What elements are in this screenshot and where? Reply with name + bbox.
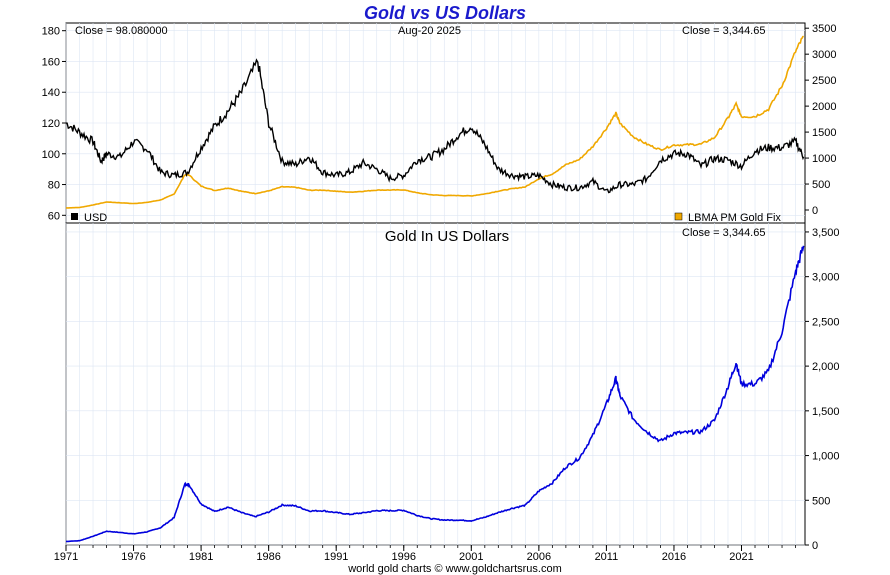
left-close-label: Close = 98.080000 — [75, 25, 168, 37]
bottom-grid — [65, 223, 805, 546]
x-axis: 1971 1976 1981 1986 1991 1996 2001 2006 2011 2016… — [54, 545, 796, 563]
x-tick-label: 2021 — [729, 551, 753, 563]
bottom-right-tick-label: 3,000 — [812, 272, 840, 284]
top-right-axis: 0 500 1000 1500 2000 2500 3000 3500 — [805, 23, 836, 217]
left-tick-label: 140 — [42, 87, 60, 99]
gold-usd-series-line — [66, 245, 805, 543]
left-tick-label: 60 — [48, 210, 60, 222]
left-tick-label: 180 — [42, 26, 60, 38]
right-tick-label: 1000 — [812, 153, 836, 165]
x-tick-label: 1976 — [121, 551, 145, 563]
bottom-right-tick-label: 2,000 — [812, 361, 840, 373]
x-tick-label: 1981 — [189, 551, 213, 563]
x-tick-label: 1991 — [324, 551, 348, 563]
top-left-axis: 60 80 100 120 140 160 180 — [42, 26, 66, 222]
x-tick-label: 2011 — [595, 551, 619, 563]
bottom-right-tick-label: 0 — [812, 540, 818, 552]
x-tick-label: 1971 — [54, 551, 78, 563]
gold-series-line — [66, 35, 805, 209]
right-tick-label: 0 — [812, 205, 818, 217]
top-panel: 60 80 100 120 140 160 180 0 500 1000 1500 2000 2500… — [42, 22, 836, 224]
x-tick-label: 1986 — [256, 551, 280, 563]
bottom-close-label: Close = 3,344.65 — [682, 227, 765, 239]
left-tick-label: 160 — [42, 56, 60, 68]
right-tick-label: 2000 — [812, 101, 836, 113]
right-tick-label: 500 — [812, 179, 830, 191]
usd-legend-swatch — [71, 213, 78, 220]
bottom-right-tick-label: 1,000 — [812, 451, 840, 463]
bottom-right-tick-label: 500 — [812, 495, 830, 507]
date-label: Aug-20 2025 — [398, 25, 461, 37]
right-tick-label: 3500 — [812, 23, 836, 35]
right-tick-label: 2500 — [812, 75, 836, 87]
bottom-right-tick-label: 3,500 — [812, 227, 840, 239]
left-tick-label: 100 — [42, 149, 60, 161]
x-tick-label: 2016 — [662, 551, 686, 563]
right-tick-label: 3000 — [812, 49, 836, 61]
bottom-right-axis: 0 500 1,000 1,500 2,000 2,500 3,000 3,500 — [805, 227, 840, 552]
bottom-right-tick-label: 1,500 — [812, 406, 840, 418]
usd-series-line — [65, 58, 805, 194]
left-tick-label: 80 — [48, 180, 60, 192]
x-tick-label: 2001 — [459, 551, 483, 563]
bottom-title: Gold In US Dollars — [385, 228, 509, 245]
bottom-plot-area — [65, 222, 806, 546]
bottom-right-tick-label: 2,500 — [812, 316, 840, 328]
usd-legend-label: USD — [84, 212, 107, 224]
x-tick-label: 2006 — [527, 551, 551, 563]
chart-title: Gold vs US Dollars — [364, 3, 526, 23]
right-tick-label: 1500 — [812, 127, 836, 139]
gold-legend-label: LBMA PM Gold Fix — [688, 212, 781, 224]
x-tick-label: 1996 — [392, 551, 416, 563]
footer-credit: world gold charts © www.goldchartsrus.co… — [347, 563, 562, 575]
right-close-label: Close = 3,344.65 — [682, 25, 765, 37]
gold-legend-swatch — [674, 212, 683, 221]
left-tick-label: 120 — [42, 118, 60, 130]
